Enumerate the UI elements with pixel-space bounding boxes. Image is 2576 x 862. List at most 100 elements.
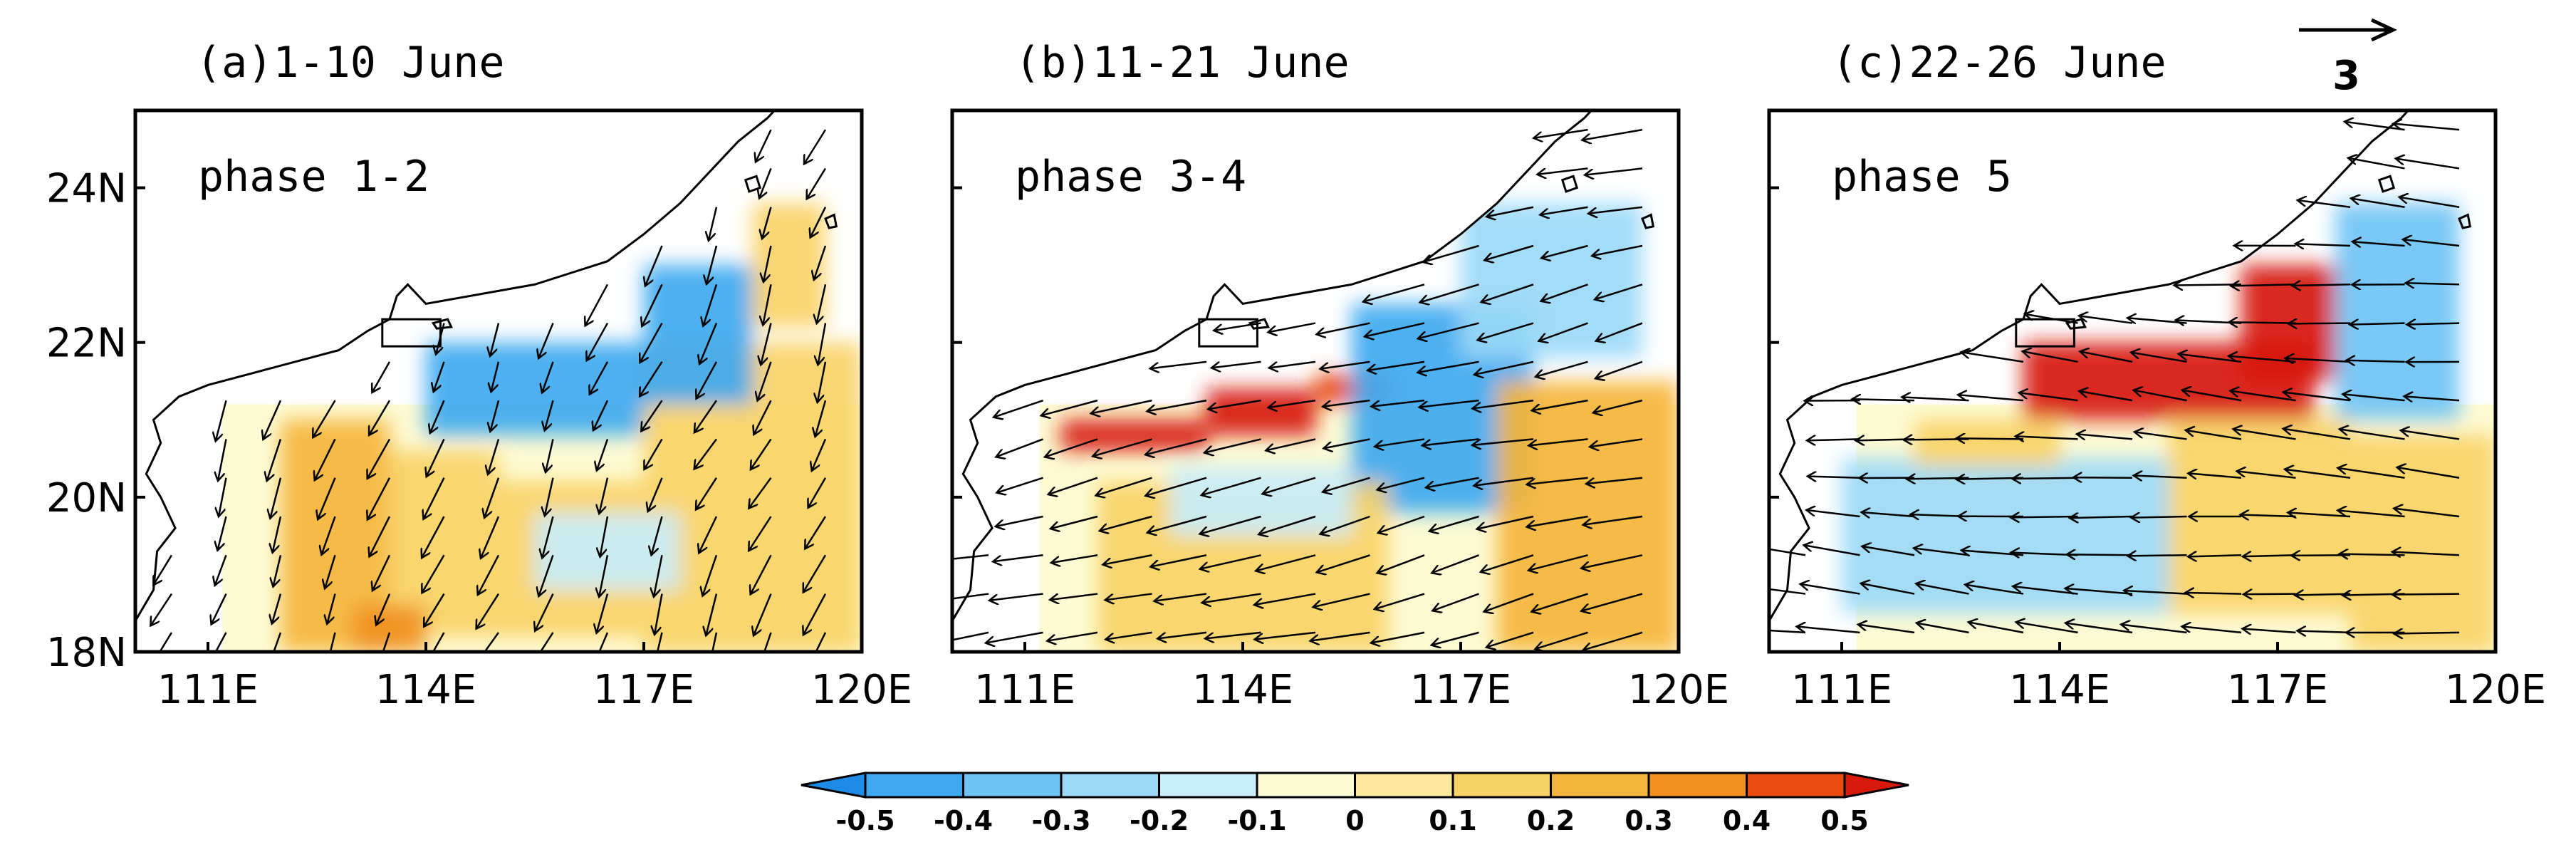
wind-vector [1426, 477, 1479, 488]
wind-vector [699, 516, 718, 553]
wind-vector [2023, 351, 2078, 363]
wind-vector [1045, 438, 1098, 457]
wind-vector [1050, 593, 1098, 600]
wind-vector [153, 554, 173, 585]
panel-b-title: (b)11-21 June [1015, 38, 1350, 88]
wind-vector [1096, 477, 1152, 496]
wind-vector [597, 439, 609, 470]
wind-vector [2285, 358, 2351, 362]
wind-vector [488, 439, 500, 474]
wind-vector [370, 516, 391, 556]
wind-vector [803, 554, 827, 592]
wind-vector [1527, 515, 1588, 527]
wind-vector [1419, 399, 1479, 407]
panel-a-axes: 111E 114E 117E 120E 18N 20N 22N 24N [46, 166, 912, 713]
wind-vector [1531, 593, 1588, 612]
panel-b-axes: 111E 114E 117E 120E [952, 186, 1729, 713]
wind-vector [150, 593, 173, 626]
wind-vector [762, 207, 772, 239]
wind-vector [1583, 631, 1643, 650]
x-tick-label: 111E [974, 667, 1075, 713]
wind-vector [2237, 471, 2296, 479]
wind-vector [1363, 284, 1425, 301]
wind-vector [2127, 555, 2187, 556]
wind-vector [993, 554, 1043, 561]
island-outline [2065, 318, 2087, 330]
wind-vector [2231, 284, 2296, 286]
wind-vector [1371, 399, 1425, 406]
wind-vector [952, 554, 989, 560]
wind-vector [270, 477, 282, 519]
wind-vector [702, 554, 718, 596]
wind-vector [422, 554, 445, 593]
wind-vector [1105, 631, 1152, 640]
wind-vector [1157, 631, 1207, 639]
wind-vector [2392, 594, 2460, 595]
wind-vector [709, 207, 718, 241]
colorbar-tick-label: 0.5 [1820, 805, 1868, 836]
wind-vector [642, 284, 663, 326]
wind-vector [803, 593, 827, 635]
wind-vector [597, 593, 609, 633]
wind-vector [427, 438, 445, 477]
wind-vector [2070, 516, 2133, 518]
wind-vector [217, 516, 227, 551]
wind-vector [2393, 124, 2460, 131]
wind-vector [815, 632, 827, 652]
wind-vector [422, 516, 445, 558]
land-mask [952, 110, 1592, 621]
wind-vector [711, 632, 718, 652]
wind-vector [1968, 622, 2024, 634]
colorbar-tick-label: 0.4 [1723, 805, 1771, 836]
wind-vector [652, 516, 663, 555]
wind-vector [263, 400, 282, 440]
wind-vector [749, 516, 772, 551]
wind-vector [2406, 283, 2460, 284]
wind-vector [1486, 631, 1534, 648]
wind-vector [1147, 515, 1207, 533]
wind-vector [706, 245, 718, 284]
wind-vector [1256, 554, 1316, 571]
wind-vector [215, 554, 227, 586]
wind-vector [2243, 594, 2296, 595]
wind-vector [1211, 360, 1261, 368]
wind-vector [2295, 244, 2351, 246]
wind-vector [1533, 128, 1588, 138]
wind-vector [2242, 629, 2296, 633]
x-tick-label: 117E [1410, 667, 1511, 713]
wind-vector [318, 477, 336, 519]
wind-vector [2080, 351, 2133, 363]
wind-vector [1145, 438, 1207, 455]
wind-vector [1862, 512, 1915, 516]
wind-vector [2073, 477, 2133, 478]
wind-vector [1377, 477, 1425, 490]
wind-vector [273, 554, 282, 586]
colorbar-box [864, 772, 964, 799]
wind-vector [1202, 593, 1261, 603]
wind-vector [1041, 399, 1098, 415]
wind-vector [1145, 477, 1207, 496]
wind-vector [2124, 591, 2187, 594]
wind-vector [1769, 629, 1806, 634]
wind-vector [535, 593, 554, 631]
wind-vector [2067, 554, 2133, 555]
panel-b-phase-label: phase 3-4 [1015, 152, 1246, 202]
wind-vector [1528, 438, 1588, 445]
wind-vector [1478, 322, 1534, 341]
wind-vector [599, 555, 609, 597]
wind-vector [1486, 206, 1534, 217]
wind-vector [2337, 510, 2405, 518]
wind-vector [599, 477, 609, 514]
wind-vector [1266, 438, 1316, 450]
wind-vector [545, 477, 554, 516]
wind-vector [1904, 439, 1969, 440]
panel-b-coastline [952, 110, 1655, 622]
wind-vector [1254, 593, 1316, 605]
wind-vector [1375, 438, 1425, 447]
panel-c-wind-vectors [1769, 122, 2460, 634]
wind-vector [2012, 478, 2078, 479]
wind-vector [1472, 399, 1534, 408]
anomaly-patch [753, 203, 825, 327]
wind-vector [1150, 360, 1207, 369]
wind-vector [645, 438, 663, 469]
